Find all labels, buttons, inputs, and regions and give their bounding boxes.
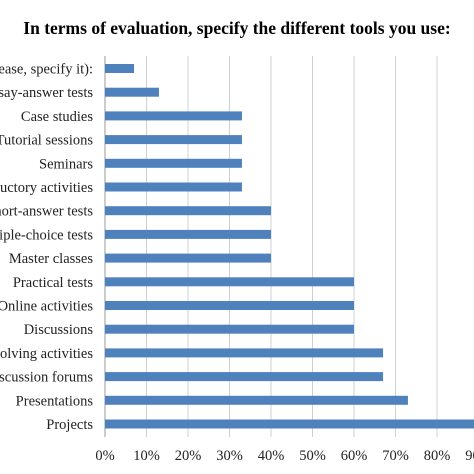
bar [105, 324, 354, 334]
bar [105, 182, 242, 192]
bar [105, 64, 135, 73]
x-tick-label: 60% [341, 448, 368, 464]
x-tick-label: 70% [382, 448, 409, 464]
category-label: Short-answer tests [0, 204, 93, 220]
category-label: Case studies [21, 109, 93, 125]
bar [105, 111, 242, 121]
bar [105, 348, 384, 358]
category-label: Master classes [9, 251, 94, 267]
category-label: Projects [46, 417, 93, 433]
x-tick-label: 20% [175, 448, 202, 464]
category-label: Introductory activities [0, 180, 93, 196]
category-label: Practical tests [13, 275, 93, 291]
category-label: Essay-answer tests [0, 85, 93, 101]
bar [105, 419, 474, 429]
bar [105, 206, 271, 216]
x-tick-label: 50% [299, 448, 326, 464]
bar [105, 395, 408, 405]
bar [105, 158, 242, 168]
x-tick-label: 10% [133, 448, 160, 464]
category-label: Other (please, specify it): [0, 62, 93, 78]
bars [105, 64, 474, 429]
x-tick-labels: 0% 10% 20% 30% 40% 50% 60% 70% 80% 90% [95, 448, 474, 464]
x-tick-label: 0% [95, 448, 114, 464]
category-label: Discussions [24, 322, 94, 338]
bar [105, 253, 271, 263]
category-label: Online activities [0, 299, 93, 315]
category-labels: Projects Presentations Discussion forums Pr… [0, 62, 93, 434]
x-tick-label: 90% [465, 448, 474, 464]
bar [105, 135, 242, 145]
bar [105, 301, 354, 310]
category-label: Tutorial sessions [0, 133, 93, 149]
category-label: Presentations [16, 393, 94, 409]
x-tick-label: 40% [258, 448, 285, 464]
x-tick-label: 30% [216, 448, 243, 464]
category-label: Multiple-choice tests [0, 227, 93, 243]
chart-title: In terms of evaluation, specify the diff… [23, 18, 450, 38]
category-label: Seminars [39, 156, 93, 172]
bar [105, 229, 271, 239]
category-label: Discussion forums [0, 370, 93, 386]
bar [105, 372, 384, 382]
bar [105, 87, 159, 97]
x-tick-label: 80% [424, 448, 451, 464]
bar [105, 277, 354, 287]
